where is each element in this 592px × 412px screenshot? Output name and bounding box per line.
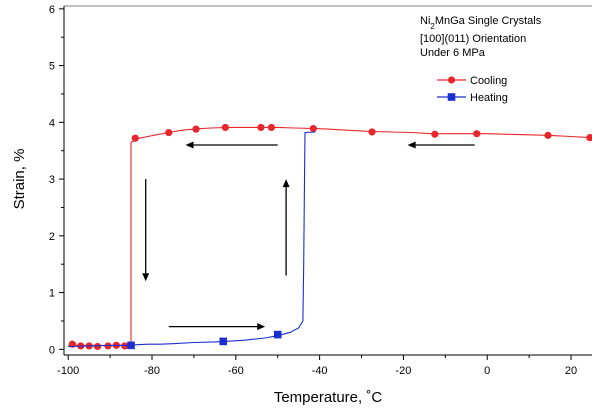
axes-layer: -100 -80 -60 -40 -20 0 20 0 1 2 3 4 5 6 <box>49 4 592 377</box>
cooling-series-line <box>68 126 592 346</box>
annotation-line-1: Ni2MnGa Single Crystals <box>420 15 542 31</box>
cooling-marker <box>192 125 200 133</box>
legend: Cooling Heating <box>437 75 508 104</box>
cooling-marker <box>165 128 173 137</box>
x-tick-label: -20 <box>395 365 411 377</box>
direction-arrowhead <box>142 273 150 282</box>
direction-arrowhead <box>407 141 416 149</box>
x-tick-label: -100 <box>57 365 79 377</box>
cooling-marker <box>257 123 265 132</box>
annotation-line-1-suffix: MnGa Single Crystals <box>435 15 542 27</box>
x-axis-title: Temperature, ˚C <box>274 389 383 406</box>
legend-heating-marker <box>447 93 456 101</box>
annotation-block: Ni2MnGa Single Crystals [100](011) Orien… <box>420 15 542 59</box>
y-tick-label: 0 <box>49 344 55 356</box>
y-tick-label: 1 <box>49 288 55 300</box>
cooling-marker <box>431 130 439 138</box>
annotation-line-2: [100](011) Orientation <box>420 33 526 45</box>
cooling-marker <box>368 128 376 136</box>
arrow-layer <box>142 141 475 331</box>
x-tick-label: -60 <box>228 365 244 377</box>
heating-series-line <box>68 131 316 348</box>
cooling-marker <box>309 124 317 133</box>
x-tick-label: -40 <box>312 365 328 377</box>
direction-arrowhead <box>257 323 266 331</box>
heating-marker <box>219 337 228 346</box>
annotation-line-1-prefix: Ni <box>420 15 430 27</box>
cooling-marker <box>93 342 102 351</box>
x-tick-label: 20 <box>565 365 577 377</box>
cooling-marker <box>221 123 229 132</box>
annotation-line-3: Under 6 MPa <box>420 47 486 59</box>
direction-arrowhead <box>282 179 290 188</box>
y-tick-label: 6 <box>49 4 55 16</box>
heating-marker <box>273 330 282 339</box>
legend-heating-label: Heating <box>470 92 508 104</box>
cooling-marker <box>131 134 139 142</box>
cooling-marker <box>473 130 481 138</box>
x-tick-label: 0 <box>484 365 490 377</box>
legend-cooling-label: Cooling <box>470 75 507 87</box>
y-tick-label: 2 <box>49 231 55 243</box>
cooling-marker <box>586 134 592 142</box>
y-axis-title: Strain, % <box>11 149 28 210</box>
heating-marker <box>127 341 135 350</box>
cooling-marker <box>544 131 552 139</box>
y-tick-label: 4 <box>49 117 55 129</box>
cooling-marker <box>267 123 276 132</box>
series-layer <box>68 123 592 351</box>
annotation-line-1-subscript: 2 <box>430 22 435 31</box>
y-tick-label: 5 <box>49 61 55 73</box>
direction-arrowhead <box>185 141 194 149</box>
y-tick-label: 3 <box>49 174 55 186</box>
x-tick-label: -80 <box>144 365 160 377</box>
legend-cooling-marker <box>447 76 456 84</box>
